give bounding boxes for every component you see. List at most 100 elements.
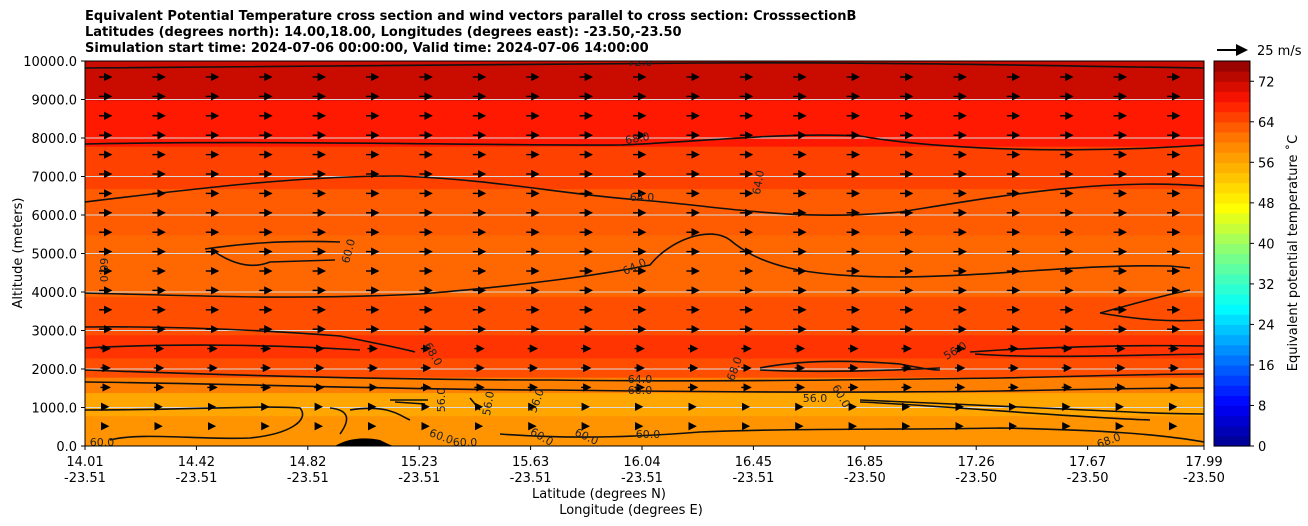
colorbar-tick-label-9: 72 — [1258, 75, 1275, 90]
y-axis-ticks: 0.0 1000.0 2000.0 3000.0 4000.0 5000.0 6000.0 7… — [23, 55, 85, 455]
x-axis-label-2: Longitude (degrees E) — [559, 503, 703, 518]
contour-label-22: 56.0 — [803, 392, 828, 405]
colorbar-label: Equivalent potential temperature ˚C — [1285, 135, 1301, 371]
x-tick-lat-7: 16.85 — [846, 455, 883, 470]
x-tick-lat-1: 14.42 — [178, 455, 215, 470]
plot-area: 72.068.064.064.060.064.060.068.064.060.0… — [85, 61, 1204, 449]
colorbar-band-5 — [1214, 385, 1250, 396]
x-tick-lat-2: 14.82 — [289, 455, 326, 470]
contour-lines — [85, 62, 1204, 443]
colorbar — [1214, 61, 1250, 447]
theta-layer-4 — [85, 334, 1204, 359]
colorbar-tick-label-3: 24 — [1258, 318, 1275, 333]
contour-68-lower — [85, 344, 941, 373]
y-tick-label-3: 3000.0 — [32, 325, 78, 340]
colorbar-band-17 — [1214, 263, 1250, 275]
colorbar-tick-label-8: 64 — [1258, 116, 1275, 131]
colorbar-band-2 — [1214, 415, 1250, 427]
colorbar-band-13 — [1214, 304, 1250, 315]
y-tick-label-2: 2000.0 — [32, 363, 78, 378]
colorbar-ticks: 0 8 16 24 32 40 48 56 64 72 — [1250, 75, 1275, 455]
contour-label-14: 60.0 — [427, 426, 454, 447]
contour-label-6: 60.0 — [97, 258, 110, 283]
colorbar-tick-label-6: 48 — [1258, 197, 1275, 212]
contour-label-2: 64.0 — [630, 191, 655, 204]
colorbar-band-3 — [1214, 405, 1250, 417]
y-tick-label-0: 0.0 — [56, 440, 77, 455]
colorbar-frame — [1213, 60, 1251, 447]
colorbar-band-20 — [1214, 233, 1250, 244]
colorbar-band-36 — [1214, 71, 1250, 82]
contour-72 — [85, 62, 1204, 69]
contour-label-15: 60.0 — [453, 436, 478, 449]
y-tick-label-7: 7000.0 — [32, 171, 78, 186]
chart-title-line-3: Simulation start time: 2024-07-06 00:00:… — [85, 41, 649, 56]
x-tick-lat-10: 17.99 — [1185, 455, 1222, 470]
contour-60-bubble — [204, 240, 341, 267]
contour-label-3: 64.0 — [750, 169, 767, 195]
colorbar-band-15 — [1214, 283, 1250, 295]
chart-title-line-2: Latitudes (degrees north): 14.00,18.00, … — [85, 25, 682, 40]
colorbar-band-0 — [1214, 435, 1250, 447]
colorbar-band-30 — [1214, 131, 1250, 143]
colorbar-band-1 — [1214, 425, 1250, 437]
x-tick-lon-2: -23.51 — [287, 471, 329, 486]
y-axis-label: Altitude (meters) — [11, 198, 26, 309]
x-tick-lon-0: -23.51 — [64, 471, 106, 486]
colorbar-band-8 — [1214, 354, 1250, 366]
colorbar-band-19 — [1214, 243, 1250, 255]
y-tick-label-5: 5000.0 — [32, 248, 78, 263]
x-tick-lat-9: 17.67 — [1069, 455, 1106, 470]
colorbar-band-7 — [1214, 364, 1250, 376]
terrain-black-hill — [335, 438, 395, 446]
contour-60-mid — [85, 381, 1204, 393]
x-axis-ticks: 14.01-23.5114.42-23.5114.82-23.5115.23-2… — [64, 446, 1225, 486]
colorbar-tick-label-2: 16 — [1258, 359, 1275, 374]
colorbar-band-22 — [1214, 212, 1250, 224]
colorbar-band-16 — [1214, 273, 1250, 285]
colorbar-band-26 — [1214, 172, 1250, 184]
quiver-key-label: 25 m/s — [1257, 44, 1302, 59]
colorbar-band-25 — [1214, 182, 1250, 194]
x-tick-lon-3: -23.51 — [398, 471, 440, 486]
colorbar-band-33 — [1214, 101, 1250, 113]
colorbar-band-27 — [1214, 162, 1250, 174]
contour-label-13: 60.0 — [90, 436, 115, 449]
x-tick-lon-6: -23.51 — [732, 471, 774, 486]
contour-label-10: 56.0 — [435, 388, 448, 413]
contour-64-upper — [85, 175, 1204, 217]
colorbar-band-18 — [1214, 253, 1250, 265]
x-axis-label: Latitude (degrees N) — [532, 487, 666, 502]
x-tick-lon-7: -23.50 — [844, 471, 886, 486]
y-tick-label-10: 10000.0 — [23, 55, 77, 70]
colorbar-band-12 — [1214, 314, 1250, 326]
x-tick-lon-1: -23.51 — [175, 471, 217, 486]
wind-vectors — [99, 72, 1181, 431]
contour-64-right-bubble — [1099, 289, 1204, 322]
colorbar-band-10 — [1214, 334, 1250, 346]
x-tick-lat-3: 15.23 — [401, 455, 438, 470]
contour-label-1: 68.0 — [624, 130, 650, 147]
x-tick-lat-4: 15.63 — [512, 455, 549, 470]
colorbar-band-9 — [1214, 344, 1250, 356]
colorbar-band-24 — [1214, 192, 1250, 204]
x-tick-lon-5: -23.51 — [621, 471, 663, 486]
contour-68-mid — [85, 326, 416, 353]
colorbar-tick-label-0: 0 — [1258, 440, 1266, 455]
colorbar-band-14 — [1214, 294, 1250, 305]
x-tick-lon-4: -23.51 — [510, 471, 552, 486]
contour-label-8: 64.0 — [628, 373, 653, 386]
colorbar-band-4 — [1214, 395, 1250, 407]
contour-label-11: 56.0 — [480, 390, 497, 416]
colorbar-tick-label-7: 56 — [1258, 156, 1275, 171]
y-tick-label-6: 6000.0 — [32, 209, 78, 224]
colorbar-tick-label-4: 32 — [1258, 278, 1275, 293]
y-tick-label-1: 1000.0 — [32, 402, 78, 417]
colorbar-band-34 — [1214, 91, 1250, 103]
colorbar-band-6 — [1214, 375, 1250, 386]
colorbar-band-32 — [1214, 111, 1250, 123]
contour-label-9: 60.0 — [628, 384, 653, 397]
contour-label-4: 60.0 — [339, 238, 358, 265]
colorbar-band-35 — [1214, 81, 1250, 92]
